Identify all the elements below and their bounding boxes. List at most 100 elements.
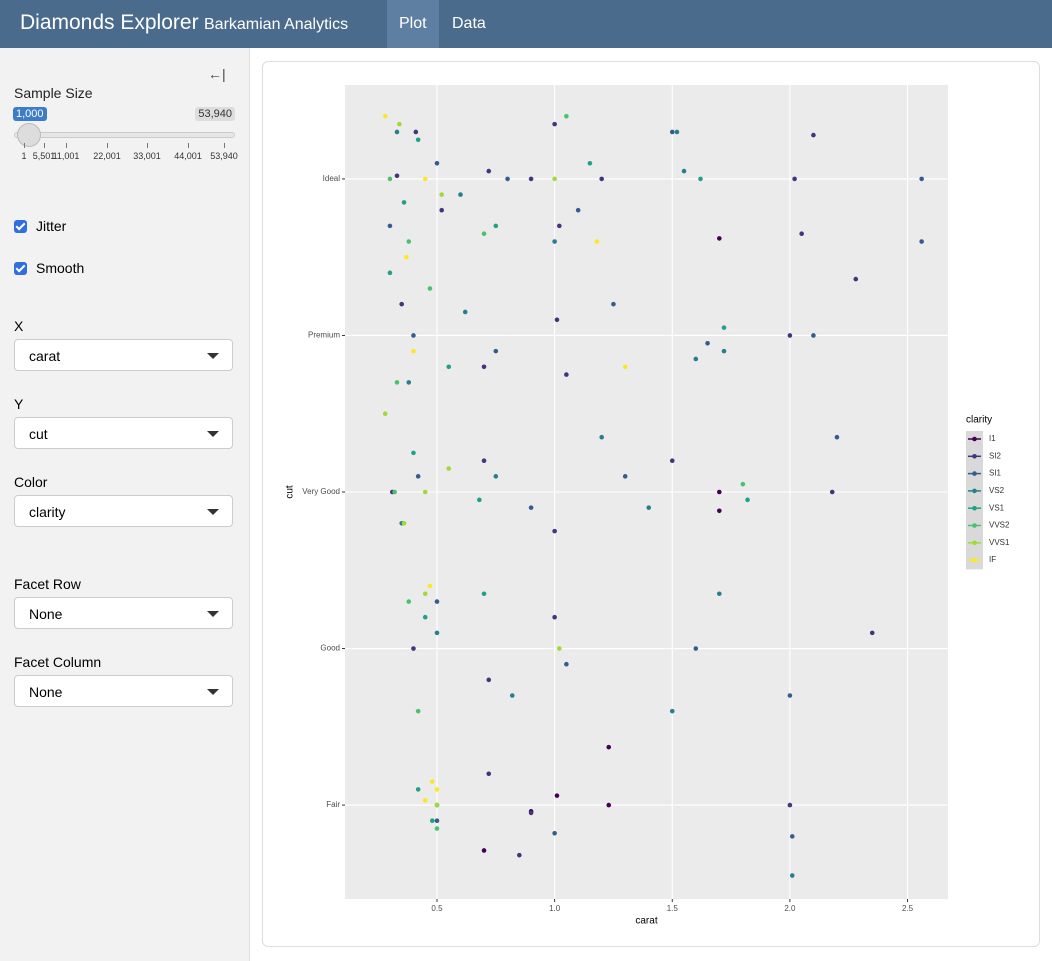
point (693, 356, 699, 362)
slider-tick (66, 143, 67, 148)
checkmark (15, 220, 26, 231)
point (462, 309, 468, 315)
slider-track[interactable] (14, 132, 235, 138)
select[interactable]: carat (14, 339, 233, 371)
point (446, 466, 452, 471)
point (599, 176, 604, 182)
point (439, 207, 444, 213)
y-tick-label: Ideal (323, 174, 341, 183)
point (669, 129, 675, 135)
legend-key (972, 505, 977, 511)
checkbox[interactable] (14, 220, 27, 233)
point (505, 176, 510, 182)
y-tick-label: Good (320, 644, 340, 653)
point (422, 591, 428, 597)
point (434, 818, 440, 824)
plot-card: 0.5 1.0 1.5 2.0 2.5 Fair Good Very Good Premium I… (262, 61, 1040, 947)
point (552, 121, 557, 127)
point (387, 270, 393, 276)
point (427, 286, 433, 291)
x-tick-label: 2.0 (784, 904, 796, 913)
point (493, 348, 499, 354)
point (622, 364, 628, 370)
point (575, 207, 581, 213)
app-title: Diamonds Explorer (20, 11, 199, 34)
point (552, 239, 557, 244)
legend-label: IF (989, 555, 996, 564)
point (394, 129, 400, 135)
point (528, 176, 534, 182)
point (552, 614, 557, 620)
point (587, 160, 593, 166)
point (787, 802, 793, 808)
point (594, 239, 600, 244)
point (829, 489, 835, 495)
slider-tick-label: 44,001 (174, 151, 202, 161)
point (799, 231, 804, 237)
point (698, 176, 703, 182)
select[interactable]: clarity (14, 495, 233, 527)
legend-key (972, 454, 977, 459)
checkbox[interactable] (14, 262, 27, 275)
point (717, 591, 722, 597)
point (406, 380, 412, 385)
point (429, 779, 435, 784)
point (528, 505, 534, 510)
point (434, 826, 440, 831)
point (611, 301, 616, 307)
point (493, 223, 499, 229)
point (717, 489, 722, 495)
point (411, 333, 416, 338)
collapse-button[interactable]: ←| (208, 66, 226, 82)
legend-key (972, 523, 977, 528)
slider-value: 1,000 (13, 107, 47, 121)
nav-tab[interactable]: Plot (387, 0, 439, 48)
slider-tick (44, 143, 45, 148)
point (792, 176, 797, 182)
point (789, 834, 795, 839)
select-label: Y (14, 396, 24, 412)
point (646, 505, 652, 510)
x-tick-label: 1.0 (549, 904, 561, 913)
point (394, 380, 400, 385)
point (387, 176, 393, 182)
point (599, 434, 604, 440)
point (481, 458, 487, 463)
point (422, 614, 428, 620)
point (787, 693, 793, 698)
nav-tab[interactable]: Data (452, 15, 486, 32)
point (557, 223, 562, 229)
x-tick-label: 0.5 (431, 904, 443, 913)
slider-tick-label: 22,001 (93, 151, 121, 161)
legend-label: VS1 (989, 503, 1005, 512)
point (382, 411, 388, 417)
select[interactable]: cut (14, 417, 233, 449)
point (528, 810, 534, 816)
point (674, 129, 680, 135)
slider-tick (24, 143, 25, 148)
slider-tick-label: 5,501 (32, 151, 56, 161)
point (399, 301, 405, 307)
point (554, 317, 560, 323)
select-label: X (14, 318, 24, 334)
point (481, 848, 487, 853)
legend-key-bg (966, 431, 983, 570)
select-label: Color (14, 474, 48, 490)
select[interactable]: None (14, 597, 233, 629)
slider-max: 53,940 (195, 107, 235, 121)
point (853, 276, 859, 282)
point (705, 340, 710, 346)
point (717, 236, 722, 241)
point (422, 798, 428, 803)
slider-handle[interactable] (17, 123, 41, 147)
point (434, 599, 440, 604)
legend-title: clarity (966, 415, 992, 426)
point (415, 474, 421, 479)
y-tick-label: Fair (326, 800, 340, 809)
point (693, 646, 699, 651)
point (669, 708, 675, 714)
point (427, 583, 433, 589)
select[interactable]: None (14, 675, 233, 707)
point (789, 873, 795, 878)
